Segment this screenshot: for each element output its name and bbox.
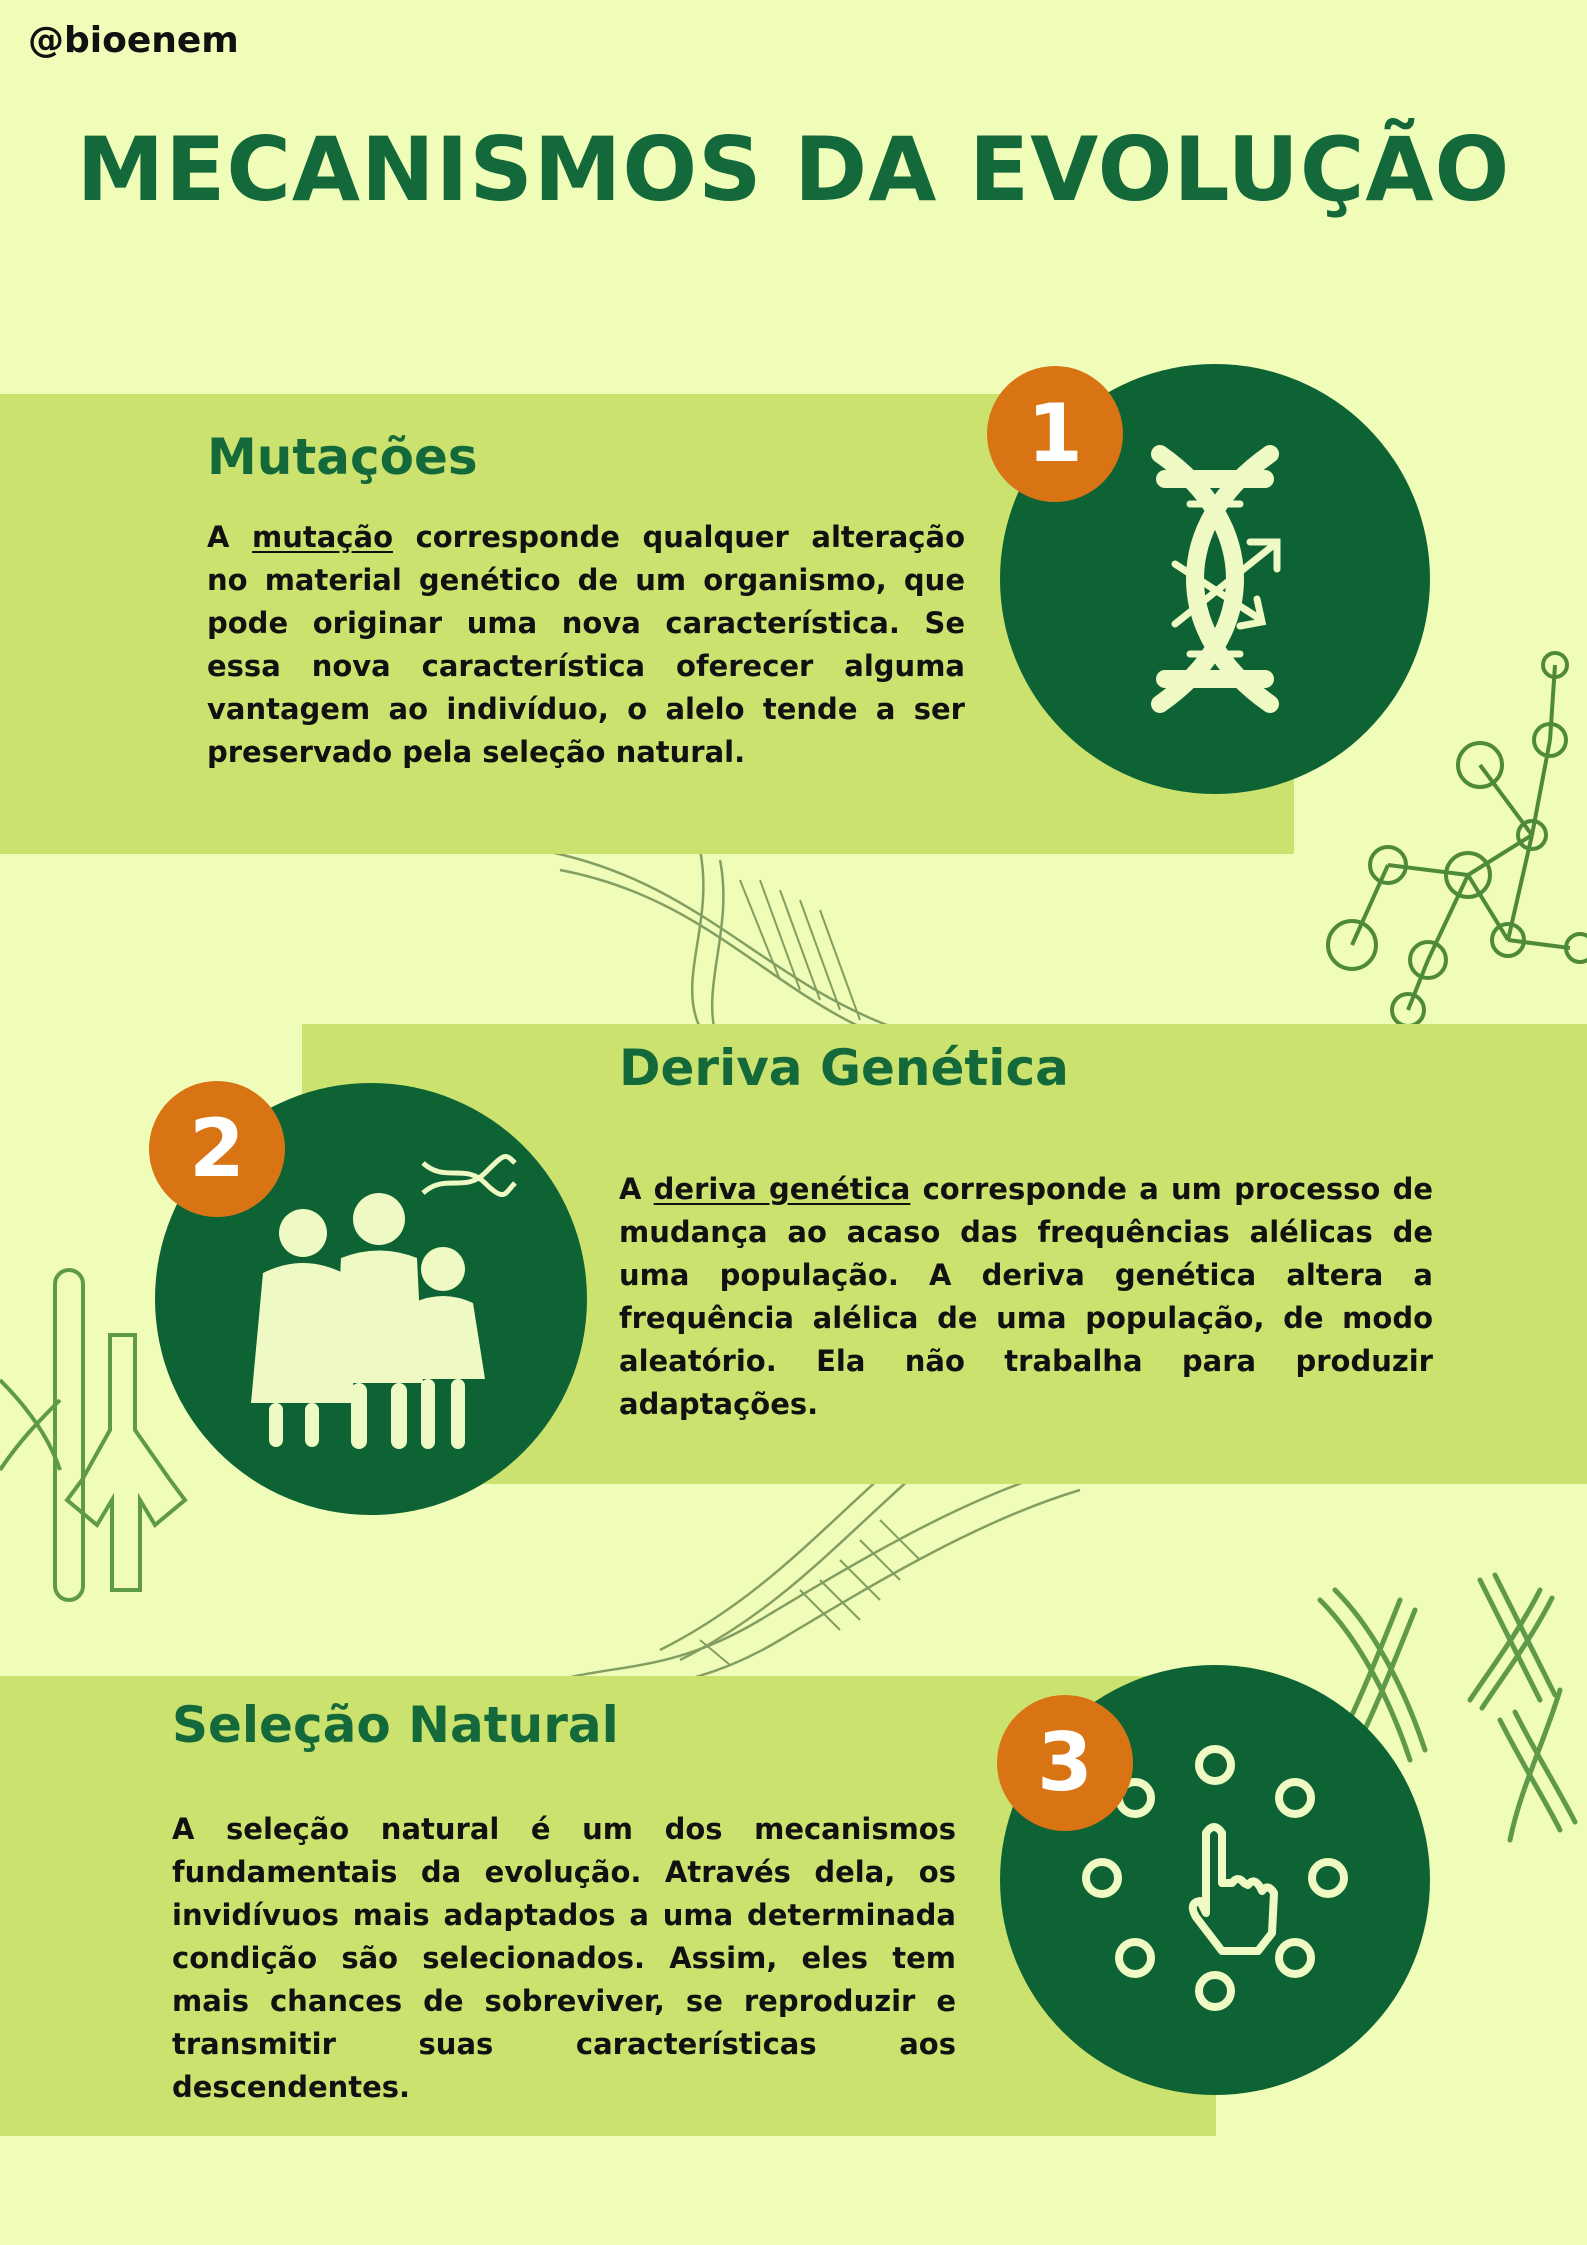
section-body: A deriva genética corresponde a um proce… — [619, 1168, 1433, 1426]
section-heading: Mutações — [207, 428, 478, 486]
icon-circle — [155, 1083, 587, 1515]
section-heading: Seleção Natural — [172, 1696, 619, 1754]
body-text-before: A seleção natural é um dos mecanismos fu… — [172, 1812, 956, 2104]
body-text-after: corresponde a um processo de mudança ao … — [619, 1172, 1433, 1421]
highlighted-term: deriva genética — [653, 1172, 911, 1206]
section-body: A seleção natural é um dos mecanismos fu… — [172, 1808, 956, 2109]
step-number-badge: 1 — [987, 366, 1123, 502]
page-title: MECANISMOS DA EVOLUÇÃO — [76, 118, 1511, 221]
section-heading: Deriva Genética — [619, 1039, 1069, 1097]
section-body: A mutação corresponde qualquer alteração… — [207, 516, 965, 774]
author-handle: @bioenem — [28, 20, 239, 61]
family-dna-icon — [251, 1154, 517, 1449]
body-text-after: corresponde qualquer alteração no materi… — [207, 520, 965, 769]
step-number-badge: 2 — [149, 1081, 285, 1217]
body-text-before: A — [619, 1172, 654, 1206]
dna-mutation-icon — [1151, 445, 1281, 713]
body-text-before: A — [207, 520, 253, 554]
icon-circle — [1000, 364, 1430, 794]
highlighted-term: mutação — [252, 520, 393, 554]
hand-selecting-icon — [1082, 1745, 1348, 2011]
step-number-badge: 3 — [997, 1695, 1133, 1831]
